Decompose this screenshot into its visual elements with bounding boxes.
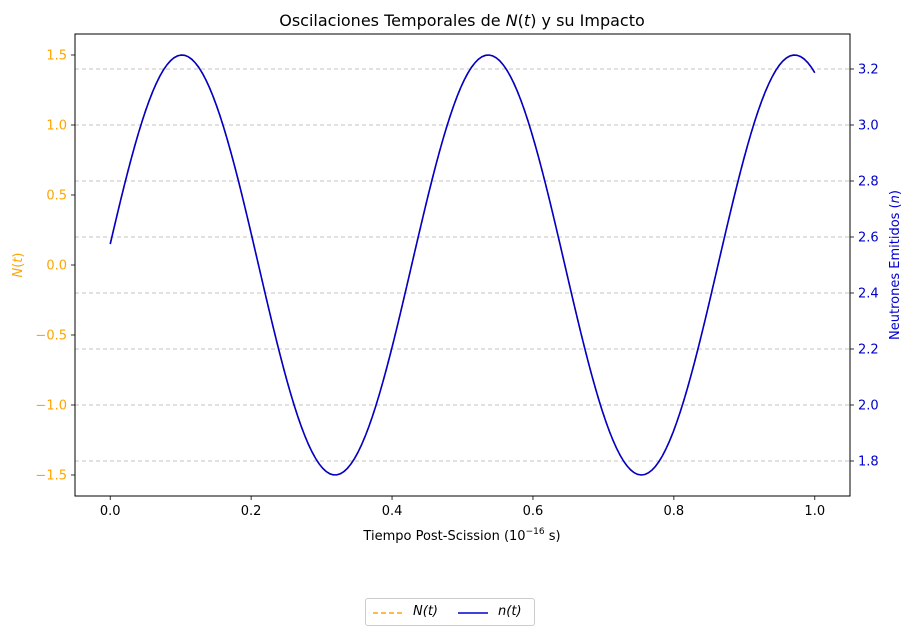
y-axis-right-label: Neutrones Emitidos (n) [888,190,903,340]
legend-swatch-N [373,612,403,614]
y-tick-left-label: −1.0 [35,399,67,414]
legend-swatch-n [458,612,488,614]
y-axis-left: −1.5 −1.0 −0.5 0.0 0.5 1.0 1.5 [35,49,75,484]
y-axis-left-label: N(t) [11,253,26,278]
x-tick-label: 0.4 [382,504,403,519]
y-tick-right-label: 1.8 [858,455,879,470]
y-tick-left-label: 1.5 [46,49,67,64]
y-tick-right-label: 2.2 [858,343,879,358]
y-tick-left-label: −1.5 [35,469,67,484]
legend-label-n: n(t) [498,604,522,619]
x-tick-label: 1.0 [804,504,825,519]
series-group [109,54,816,476]
y-axis-right: 1.8 2.0 2.2 2.4 2.6 2.8 3.0 3.2 [850,63,879,470]
legend-label-N: N(t) [413,604,438,619]
x-tick-label: 0.2 [241,504,262,519]
grid [75,68,850,462]
y-tick-left-label: −0.5 [35,329,67,344]
plot-frame [74,33,851,497]
y-tick-right-label: 2.6 [858,231,879,246]
y-tick-right-label: 3.2 [858,63,879,78]
x-tick-label: 0.8 [664,504,685,519]
y-tick-right-label: 3.0 [858,119,879,134]
y-tick-right-label: 2.4 [858,287,879,302]
legend: N(t) n(t) [365,598,535,626]
y-tick-left-label: 0.5 [46,189,67,204]
x-tick-label: 0.6 [523,504,544,519]
y-tick-right-label: 2.8 [858,175,879,190]
y-tick-left-label: 1.0 [46,119,67,134]
series-line-n [109,54,816,476]
chart-title: Oscilaciones Temporales de N(t) y su Imp… [279,11,645,30]
x-axis-label: Tiempo Post-Scission (10−16 s) [362,527,560,544]
y-tick-right-label: 2.0 [858,399,879,414]
x-axis: 0.0 0.2 0.4 0.6 0.8 1.0 [100,496,825,519]
y-tick-left-label: 0.0 [46,259,67,274]
series-line-N [109,54,816,476]
x-tick-label: 0.0 [100,504,121,519]
